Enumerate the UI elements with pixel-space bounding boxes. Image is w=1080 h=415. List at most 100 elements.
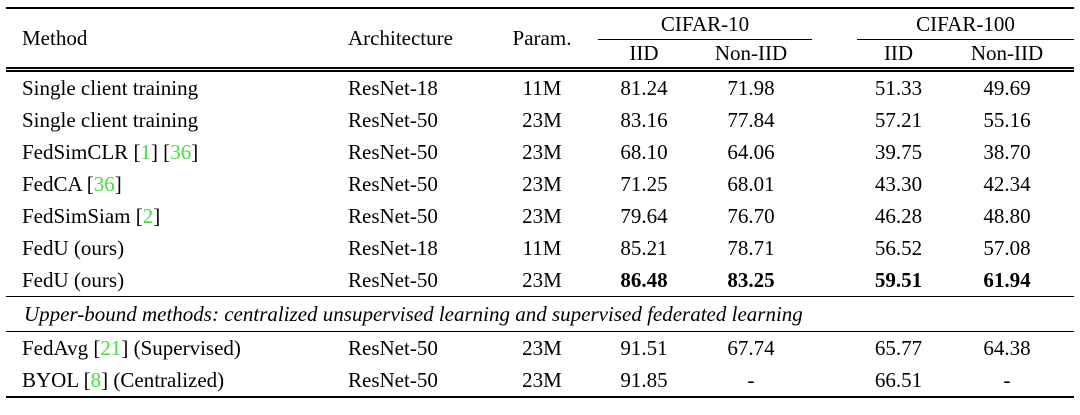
method-label: Single client training bbox=[22, 76, 199, 100]
method-cell: FedU (ours) bbox=[6, 232, 326, 264]
cifar10-iid-cell: 86.48 bbox=[620, 268, 668, 292]
cifar10-iid-cell: 81.24 bbox=[620, 76, 668, 100]
method-cell: FedU (ours) bbox=[6, 264, 326, 297]
method-label: FedU (ours) bbox=[22, 236, 125, 260]
architecture-cell: ResNet-50 bbox=[348, 368, 438, 392]
cifar100-noniid-cell: 61.94 bbox=[983, 268, 1031, 292]
param-cell: 23M bbox=[522, 172, 562, 196]
cifar100-iid-cell: 51.33 bbox=[874, 76, 923, 100]
method-label: FedU (ours) bbox=[22, 268, 125, 292]
results-table: Method Architecture Param. CIFAR-10 CIFA… bbox=[6, 7, 1075, 398]
section-divider-text: Upper-bound methods: centralized unsuper… bbox=[6, 296, 1075, 332]
cifar10-noniid-cell: 68.01 bbox=[727, 172, 775, 196]
column-spacer bbox=[812, 200, 857, 232]
architecture-cell: ResNet-18 bbox=[348, 236, 438, 260]
table-row: FedSimCLR [1] [36] ResNet-50 23M 68.10 64.06… bbox=[6, 136, 1074, 168]
citation-link[interactable]: 1 bbox=[140, 140, 151, 164]
cifar10-noniid-cell: 77.84 bbox=[727, 108, 775, 132]
column-spacer bbox=[812, 136, 857, 168]
method-label: BYOL [ bbox=[22, 368, 91, 392]
citation-link[interactable]: 36 bbox=[93, 172, 115, 196]
column-spacer bbox=[812, 264, 857, 297]
cifar10-noniid-cell: 71.98 bbox=[727, 76, 775, 100]
cifar10-iid-cell: 85.21 bbox=[620, 236, 668, 260]
col-header-architecture: Architecture bbox=[326, 8, 486, 72]
param-cell: 11M bbox=[522, 236, 562, 260]
table-row: FedCA [36] ResNet-50 23M 71.25 68.01 43.30 42.… bbox=[6, 168, 1074, 200]
cifar100-noniid-cell: 57.08 bbox=[983, 236, 1031, 260]
citation-link[interactable]: 8 bbox=[90, 368, 102, 392]
cifar10-iid-cell: 83.16 bbox=[620, 108, 668, 132]
method-cell: FedAvg [21] (Supervised) bbox=[6, 332, 326, 365]
method-label: FedCA [ bbox=[22, 172, 94, 196]
table-row: Single client training ResNet-50 23M 83.16 7… bbox=[6, 104, 1074, 136]
column-spacer bbox=[812, 232, 857, 264]
cifar100-noniid-cell: 49.69 bbox=[983, 76, 1031, 100]
param-cell: 23M bbox=[522, 336, 562, 360]
table-body: Single client training ResNet-18 11M 81.24 7… bbox=[6, 70, 1075, 398]
column-spacer bbox=[812, 364, 857, 397]
method-label: ] (Centralized) bbox=[101, 368, 225, 392]
method-cell: FedCA [36] bbox=[6, 168, 326, 200]
method-cell: FedSimSiam [2] bbox=[6, 200, 326, 232]
method-cell: Single client training bbox=[6, 104, 326, 136]
citation-link[interactable]: 36 bbox=[170, 140, 192, 164]
cifar100-iid-cell: 59.51 bbox=[874, 268, 923, 292]
column-spacer bbox=[812, 168, 857, 200]
col-group-cifar100: CIFAR-100 bbox=[857, 8, 1075, 40]
cifar100-noniid-cell: 48.80 bbox=[983, 204, 1031, 228]
method-label: Single client training bbox=[22, 108, 199, 132]
cifar10-noniid-cell: 78.71 bbox=[727, 236, 775, 260]
param-cell: 23M bbox=[522, 368, 562, 392]
table-row: FedU (ours) ResNet-18 11M 85.21 78.71 56.52 57… bbox=[6, 232, 1074, 264]
param-cell: 23M bbox=[522, 140, 562, 164]
col-header-param: Param. bbox=[486, 8, 598, 72]
column-spacer bbox=[812, 8, 858, 72]
cifar10-noniid-cell: 76.70 bbox=[727, 204, 775, 228]
method-label: ] bbox=[114, 172, 122, 196]
cifar100-noniid-cell: 42.34 bbox=[983, 172, 1031, 196]
col-header-cifar100-noniid: Non-IID bbox=[940, 39, 1075, 72]
architecture-cell: ResNet-50 bbox=[348, 108, 438, 132]
architecture-cell: ResNet-50 bbox=[348, 140, 438, 164]
method-label: FedSimCLR [ bbox=[22, 140, 141, 164]
column-spacer bbox=[812, 70, 857, 105]
method-label: FedAvg [ bbox=[22, 336, 101, 360]
cifar100-noniid-cell: 55.16 bbox=[983, 108, 1031, 132]
citation-link[interactable]: 21 bbox=[100, 336, 122, 360]
section-divider-row: Upper-bound methods: centralized unsuper… bbox=[6, 296, 1075, 332]
column-spacer bbox=[812, 332, 857, 365]
cifar100-iid-cell: 43.30 bbox=[874, 172, 923, 196]
method-label: ] bbox=[191, 140, 199, 164]
param-cell: 23M bbox=[522, 268, 562, 292]
col-header-cifar100-iid: IID bbox=[857, 39, 941, 72]
architecture-cell: ResNet-50 bbox=[348, 336, 438, 360]
col-group-cifar10: CIFAR-10 bbox=[598, 8, 813, 40]
cifar10-iid-cell: 79.64 bbox=[620, 204, 668, 228]
cifar10-noniid-cell: - bbox=[747, 368, 755, 392]
cifar10-iid-cell: 91.51 bbox=[620, 336, 668, 360]
cifar10-noniid-cell: 83.25 bbox=[727, 268, 775, 292]
param-cell: 11M bbox=[522, 76, 562, 100]
cifar10-iid-cell: 68.10 bbox=[620, 140, 668, 164]
table-row: Single client training ResNet-18 11M 81.24 7… bbox=[6, 70, 1074, 105]
cifar100-noniid-cell: 38.70 bbox=[983, 140, 1031, 164]
cifar100-noniid-cell: 64.38 bbox=[983, 336, 1031, 360]
cifar10-iid-cell: 91.85 bbox=[620, 368, 668, 392]
method-cell: BYOL [8] (Centralized) bbox=[6, 364, 326, 397]
cifar100-iid-cell: 66.51 bbox=[874, 368, 923, 392]
col-header-cifar10-noniid: Non-IID bbox=[690, 39, 813, 72]
table-row: BYOL [8] (Centralized) ResNet-50 23M 91.85 -… bbox=[6, 364, 1074, 397]
table-row: FedSimSiam [2] ResNet-50 23M 79.64 76.70 46.2… bbox=[6, 200, 1074, 232]
method-label: ] bbox=[153, 204, 161, 228]
citation-link[interactable]: 2 bbox=[142, 204, 154, 228]
method-label: ] (Supervised) bbox=[121, 336, 241, 360]
method-cell: Single client training bbox=[6, 70, 326, 105]
architecture-cell: ResNet-50 bbox=[348, 172, 438, 196]
cifar10-noniid-cell: 67.74 bbox=[727, 336, 775, 360]
method-label: ] [ bbox=[150, 140, 171, 164]
cifar100-noniid-cell: - bbox=[1003, 368, 1011, 392]
cifar10-iid-cell: 71.25 bbox=[620, 172, 668, 196]
cifar100-iid-cell: 39.75 bbox=[874, 140, 923, 164]
param-cell: 23M bbox=[522, 108, 562, 132]
